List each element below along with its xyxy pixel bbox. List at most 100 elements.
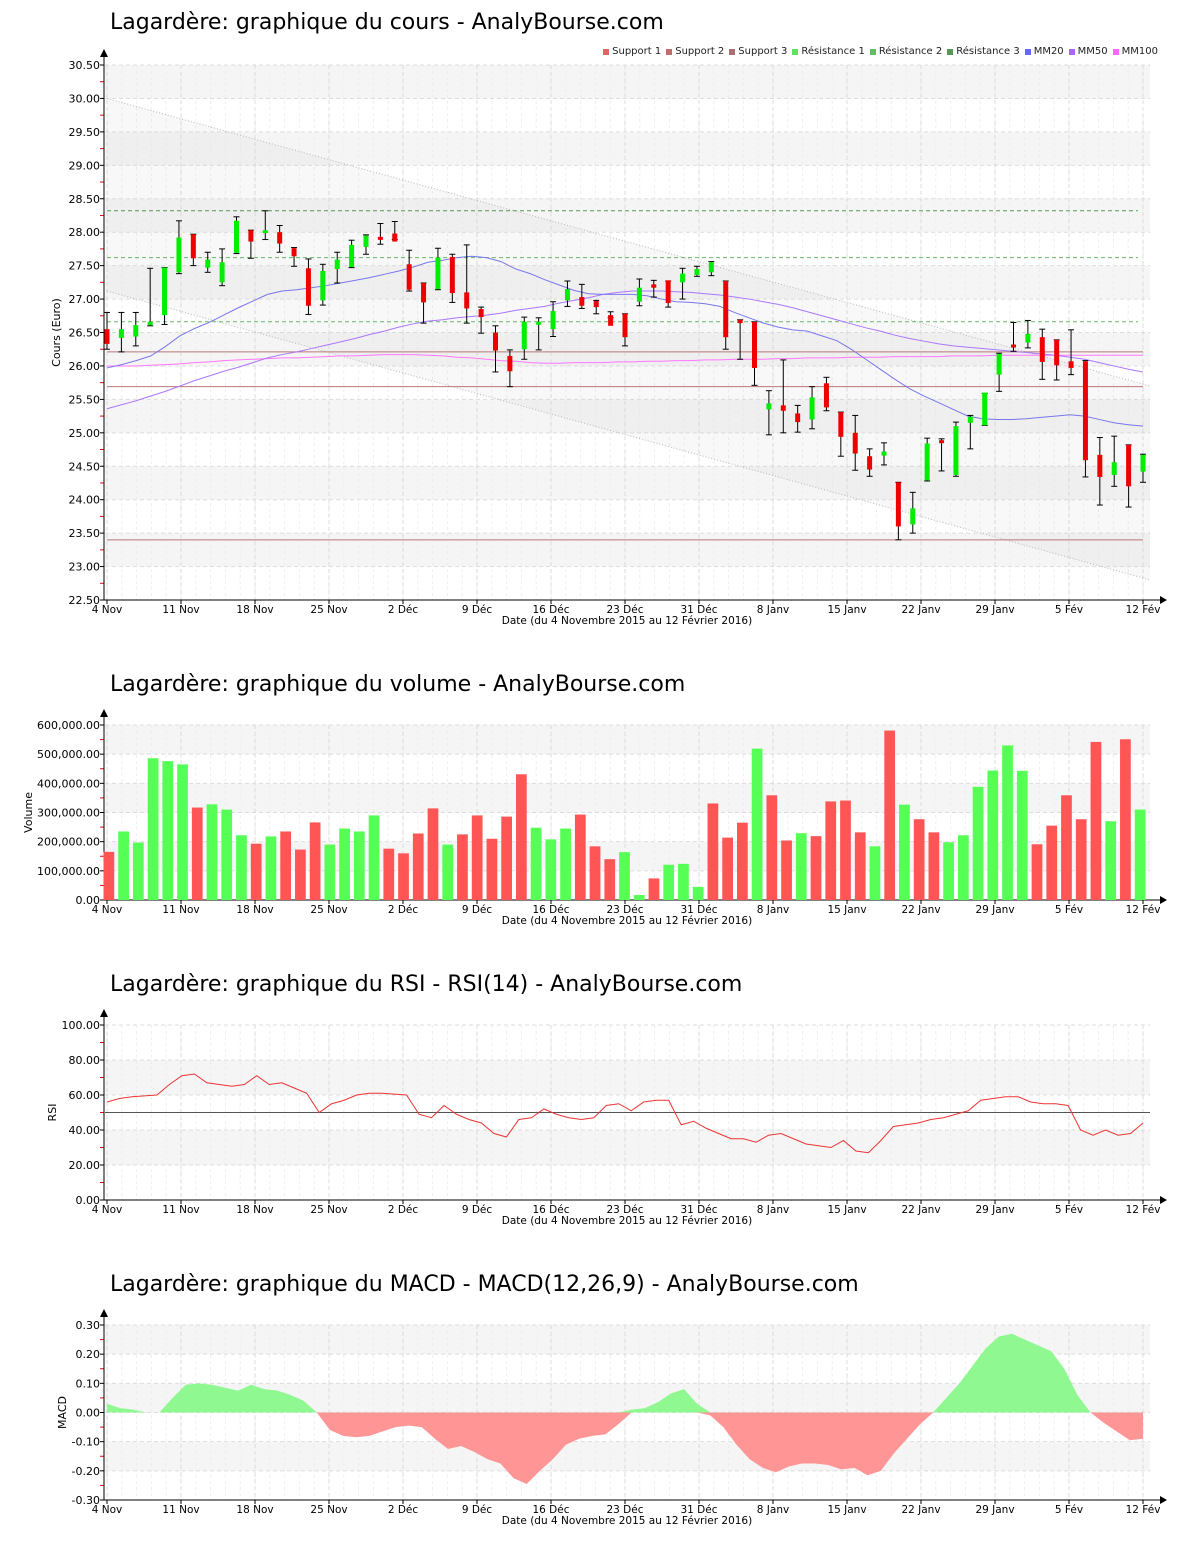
svg-text:15 Janv: 15 Janv — [827, 604, 866, 616]
svg-text:0.20: 0.20 — [76, 1348, 101, 1361]
svg-text:25 Nov: 25 Nov — [310, 1204, 347, 1216]
svg-text:8 Janv: 8 Janv — [757, 904, 789, 916]
legend-item: Support 2 — [666, 46, 724, 57]
svg-text:16 Déc: 16 Déc — [532, 1204, 569, 1216]
svg-text:2 Déc: 2 Déc — [388, 604, 419, 616]
svg-text:29 Janv: 29 Janv — [975, 604, 1014, 616]
volume-title: Lagardère: graphique du volume - AnalyBo… — [110, 672, 686, 697]
legend-swatch-icon — [1112, 48, 1119, 55]
svg-text:11 Nov: 11 Nov — [162, 1504, 199, 1516]
svg-text:31 Déc: 31 Déc — [680, 904, 717, 916]
rsi-title: Lagardère: graphique du RSI - RSI(14) - … — [110, 972, 743, 997]
legend-label: Support 1 — [612, 46, 662, 57]
svg-text:23 Déc: 23 Déc — [606, 904, 643, 916]
svg-text:11 Nov: 11 Nov — [162, 604, 199, 616]
svg-text:400,000.00: 400,000.00 — [37, 777, 100, 790]
svg-text:Cours (Euro): Cours (Euro) — [50, 298, 63, 367]
svg-text:8 Janv: 8 Janv — [757, 604, 789, 616]
svg-text:18 Nov: 18 Nov — [236, 1504, 273, 1516]
legend-swatch-icon — [1024, 48, 1031, 55]
svg-text:12 Fév: 12 Fév — [1126, 904, 1161, 916]
svg-text:Date (du 4 Novembre 2015 au 12: Date (du 4 Novembre 2015 au 12 Février 2… — [502, 615, 752, 627]
svg-text:16 Déc: 16 Déc — [532, 604, 569, 616]
legend-swatch-icon — [1068, 48, 1075, 55]
svg-text:-0.20: -0.20 — [72, 1465, 100, 1478]
svg-text:29.50: 29.50 — [69, 126, 101, 139]
svg-text:0.00: 0.00 — [76, 894, 101, 907]
svg-text:27.00: 27.00 — [69, 293, 101, 306]
svg-text:28.50: 28.50 — [69, 193, 101, 206]
svg-text:22 Janv: 22 Janv — [901, 904, 940, 916]
svg-text:18 Nov: 18 Nov — [236, 604, 273, 616]
svg-text:25.00: 25.00 — [69, 427, 101, 440]
legend-item: Support 3 — [729, 46, 787, 57]
legend-label: MM100 — [1121, 46, 1158, 57]
svg-text:23 Déc: 23 Déc — [606, 1504, 643, 1516]
svg-text:31 Déc: 31 Déc — [680, 1504, 717, 1516]
svg-text:2 Déc: 2 Déc — [388, 1504, 419, 1516]
svg-text:600,000.00: 600,000.00 — [37, 719, 100, 732]
svg-text:60.00: 60.00 — [69, 1089, 101, 1102]
svg-text:30.00: 30.00 — [69, 92, 101, 105]
svg-text:2 Déc: 2 Déc — [388, 904, 419, 916]
svg-text:Volume: Volume — [22, 792, 35, 833]
svg-text:20.00: 20.00 — [69, 1159, 101, 1172]
legend-label: Résistance 1 — [801, 46, 865, 57]
svg-text:MACD: MACD — [56, 1396, 69, 1429]
svg-text:100,000.00: 100,000.00 — [37, 865, 100, 878]
svg-text:15 Janv: 15 Janv — [827, 1504, 866, 1516]
svg-text:23 Déc: 23 Déc — [606, 604, 643, 616]
svg-text:8 Janv: 8 Janv — [757, 1504, 789, 1516]
svg-text:-0.30: -0.30 — [72, 1494, 100, 1507]
svg-text:200,000.00: 200,000.00 — [37, 836, 100, 849]
svg-text:RSI: RSI — [46, 1104, 59, 1122]
legend-swatch-icon — [947, 48, 954, 55]
legend-label: Résistance 2 — [878, 46, 943, 57]
svg-text:11 Nov: 11 Nov — [162, 904, 199, 916]
svg-text:27.50: 27.50 — [69, 260, 101, 273]
cours-chart: 22.50 23.00 23.50 24.00 24.50 25.00 25.50 26.00… — [50, 49, 1167, 627]
svg-text:22.50: 22.50 — [69, 594, 101, 607]
svg-text:22 Janv: 22 Janv — [901, 1504, 940, 1516]
svg-text:26.00: 26.00 — [69, 360, 101, 373]
rsi-chart: 0.00 20.00 40.00 60.00 80.00 100.00 4 Nov 11 No… — [46, 1009, 1167, 1227]
svg-text:23.00: 23.00 — [69, 561, 101, 574]
svg-text:31 Déc: 31 Déc — [680, 1204, 717, 1216]
svg-text:9 Déc: 9 Déc — [462, 604, 493, 616]
svg-text:0.10: 0.10 — [76, 1377, 101, 1390]
svg-text:100.00: 100.00 — [62, 1019, 101, 1032]
legend-label: Résistance 3 — [956, 46, 1020, 57]
volume-chart: 0.00 100,000.00 200,000.00 300,000.00 400,00… — [22, 709, 1167, 927]
svg-text:15 Janv: 15 Janv — [827, 1204, 866, 1216]
svg-text:28.00: 28.00 — [69, 226, 101, 239]
macd-chart: -0.30 -0.20 -0.10 0.00 0.10 0.20 0.30 4 Nov 11 N… — [56, 1309, 1167, 1527]
svg-text:29 Janv: 29 Janv — [975, 1504, 1014, 1516]
svg-text:0.30: 0.30 — [76, 1319, 101, 1332]
legend-label: MM50 — [1077, 46, 1108, 57]
legend-swatch-icon — [603, 48, 610, 55]
legend-item: MM50 — [1068, 46, 1108, 57]
macd-panel: Lagardère: graphique du MACD - MACD(12,2… — [0, 1260, 1200, 1550]
svg-text:29 Janv: 29 Janv — [975, 904, 1014, 916]
legend-swatch-icon — [792, 48, 799, 55]
volume-panel: Lagardère: graphique du volume - AnalyBo… — [0, 660, 1200, 940]
svg-text:15 Janv: 15 Janv — [827, 904, 866, 916]
svg-text:22 Janv: 22 Janv — [901, 604, 940, 616]
svg-text:5 Fév: 5 Fév — [1055, 604, 1083, 616]
svg-text:8 Janv: 8 Janv — [757, 1204, 789, 1216]
legend-swatch-icon — [869, 48, 876, 55]
cours-title: Lagardère: graphique du cours - AnalyBou… — [110, 10, 664, 35]
svg-text:23 Déc: 23 Déc — [606, 1204, 643, 1216]
legend-item: MM20 — [1024, 46, 1064, 57]
legend-item: Résistance 3 — [947, 46, 1020, 57]
legend-swatch-icon — [666, 48, 673, 55]
svg-text:22 Janv: 22 Janv — [901, 1204, 940, 1216]
legend-swatch-icon — [729, 48, 736, 55]
cours-panel: Lagardère: graphique du cours - AnalyBou… — [0, 0, 1200, 640]
svg-text:29.00: 29.00 — [69, 159, 101, 172]
cours-legend: Support 1 Support 2 Support 3 Résistance 1 R… — [603, 46, 1158, 57]
svg-text:4 Nov: 4 Nov — [92, 1504, 123, 1516]
legend-item: Support 1 — [603, 46, 661, 57]
svg-text:40.00: 40.00 — [69, 1124, 101, 1137]
svg-text:9 Déc: 9 Déc — [462, 904, 493, 916]
